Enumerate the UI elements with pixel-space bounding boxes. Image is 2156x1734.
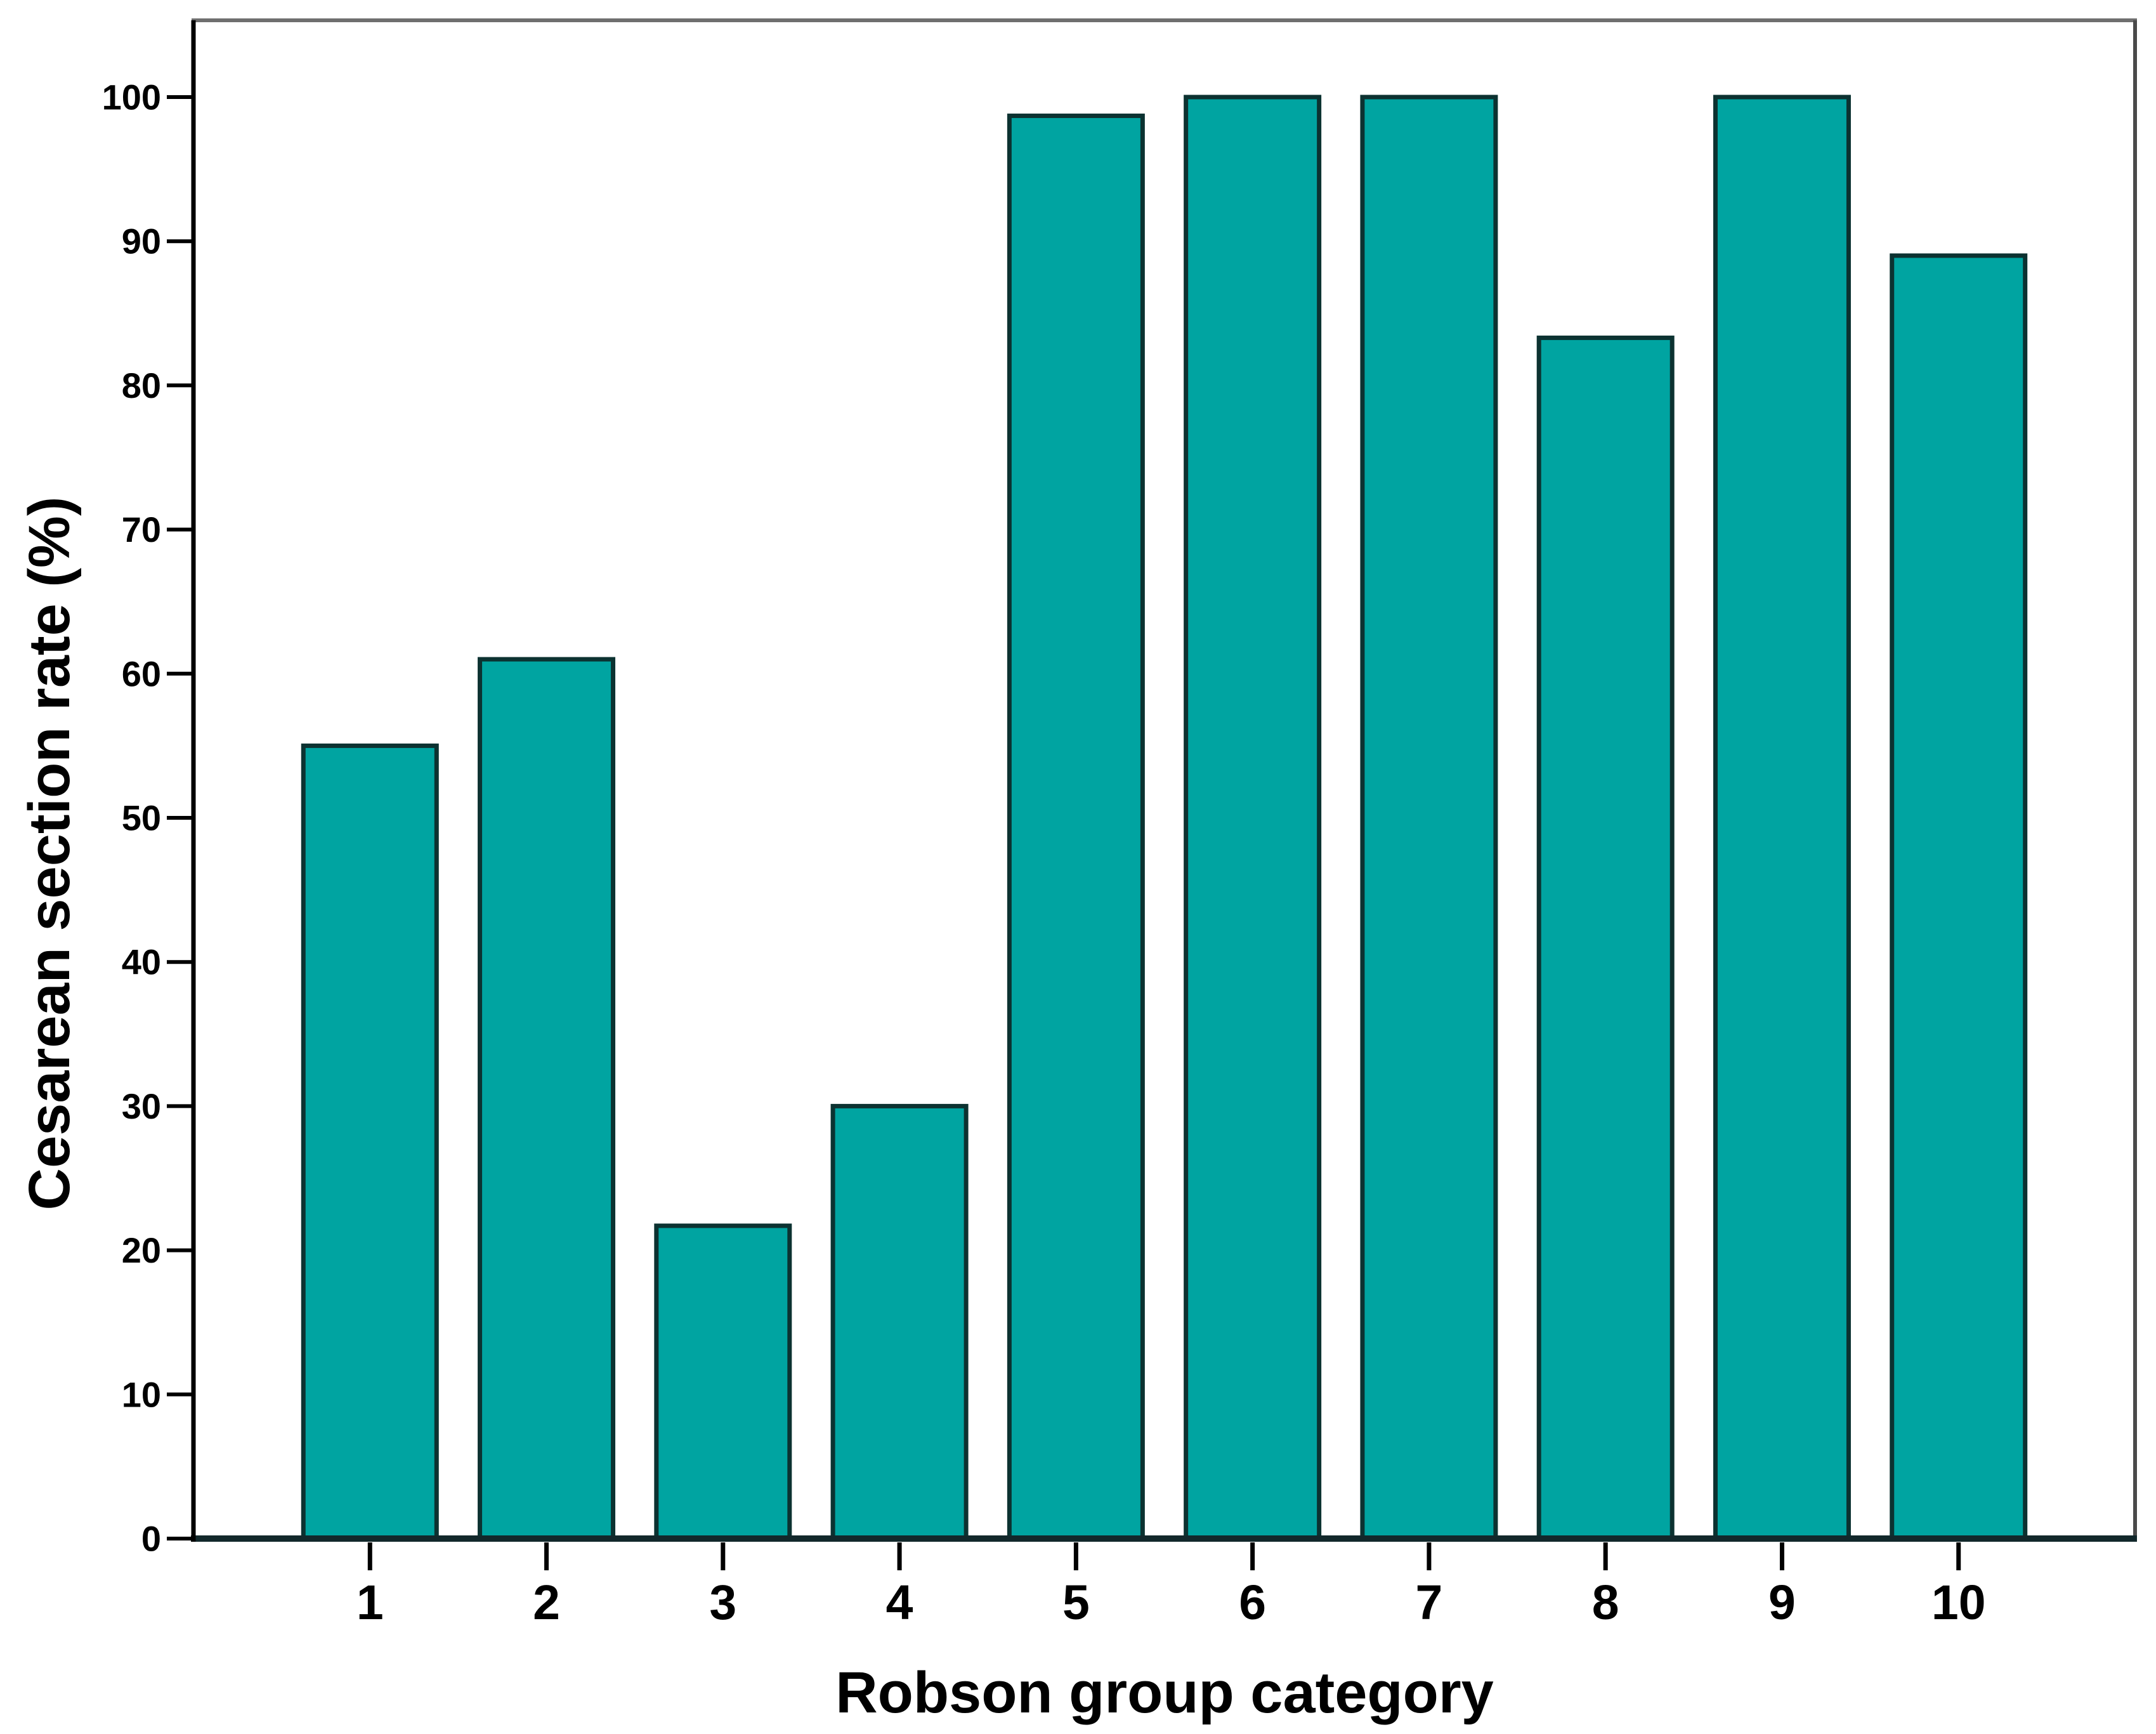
bar-category-3 bbox=[654, 1223, 792, 1541]
x-tick-label: 10 bbox=[1931, 1575, 1986, 1630]
y-tick-label: 90 bbox=[122, 221, 161, 261]
y-tick-label: 10 bbox=[122, 1374, 161, 1414]
y-tick-label: 100 bbox=[102, 77, 161, 117]
x-tick-label: 1 bbox=[356, 1575, 384, 1630]
bar-category-1 bbox=[301, 743, 439, 1541]
x-tick-label: 6 bbox=[1239, 1575, 1266, 1630]
x-tick-label: 2 bbox=[533, 1575, 560, 1630]
y-tick-label: 30 bbox=[122, 1086, 161, 1126]
y-axis-title: Cesarean section rate (%) bbox=[17, 497, 82, 1211]
plot-layer: 0 10 20 30 40 50 60 70 80 90 100 1 2 3 4 5 6 7 8 9 10 bbox=[102, 18, 2137, 1630]
y-tick-label: 60 bbox=[122, 654, 161, 693]
y-tick-label: 80 bbox=[122, 365, 161, 405]
y-tick-label: 50 bbox=[122, 798, 161, 838]
x-tick-label: 7 bbox=[1415, 1575, 1442, 1630]
bar-category-9 bbox=[1713, 95, 1851, 1541]
x-tick-label: 8 bbox=[1592, 1575, 1619, 1630]
bar-category-10 bbox=[1890, 253, 2028, 1541]
bar-category-2 bbox=[478, 657, 616, 1541]
bar-category-6 bbox=[1184, 95, 1322, 1541]
x-tick-label: 3 bbox=[709, 1575, 736, 1630]
x-tick-label: 9 bbox=[1768, 1575, 1796, 1630]
bar-category-5 bbox=[1007, 114, 1145, 1541]
x-axis-title: Robson group category bbox=[835, 1660, 1494, 1725]
y-tick-label: 70 bbox=[122, 509, 161, 549]
x-tick-label: 5 bbox=[1062, 1575, 1090, 1630]
x-tick-label: 4 bbox=[886, 1575, 913, 1630]
bar-category-8 bbox=[1536, 335, 1675, 1541]
y-tick-label: 40 bbox=[122, 942, 161, 982]
y-tick-label: 20 bbox=[122, 1230, 161, 1270]
bar-category-7 bbox=[1360, 95, 1498, 1541]
y-tick-label: 0 bbox=[141, 1519, 161, 1559]
bar-category-4 bbox=[830, 1103, 969, 1541]
